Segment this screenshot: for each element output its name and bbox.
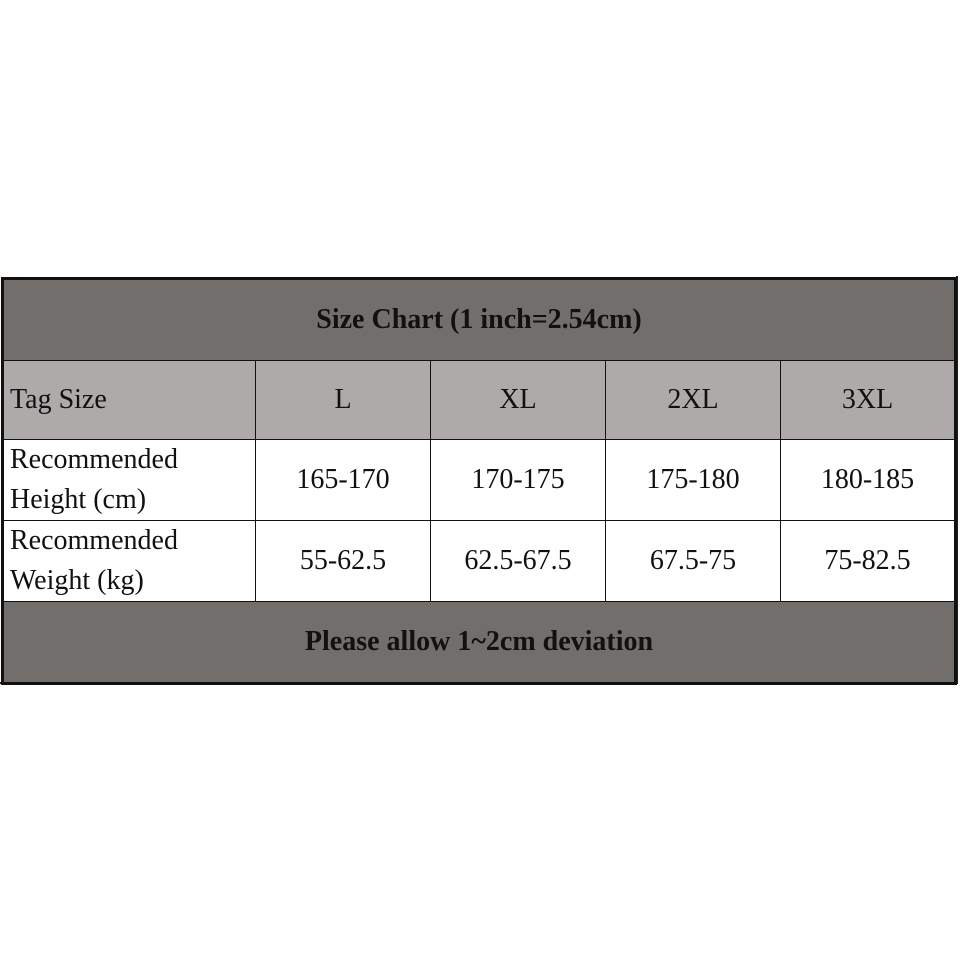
table-row: Recommended Weight (kg) 55-62.5 62.5-67.5…	[1, 520, 958, 602]
table-title: Size Chart (1 inch=2.54cm)	[0, 277, 958, 361]
footer-note: Please allow 1~2cm deviation	[0, 601, 958, 685]
table-cell: 175-180	[605, 439, 781, 521]
table-row: Recommended Height (cm) 165-170 170-175 1…	[1, 439, 958, 521]
table-cell: 170-175	[430, 439, 606, 521]
row-label-line: Height (cm)	[10, 484, 147, 515]
size-header: 2XL	[605, 360, 781, 440]
table-cell: 165-170	[255, 439, 431, 521]
footer-row: Please allow 1~2cm deviation	[0, 601, 958, 685]
row-label-line: Recommended	[10, 525, 178, 556]
size-header: XL	[430, 360, 606, 440]
row-label: Recommended Weight (kg)	[1, 520, 256, 602]
row-label-line: Weight (kg)	[10, 565, 144, 596]
row-label: Recommended Height (cm)	[1, 439, 256, 521]
table-cell: 62.5-67.5	[430, 520, 606, 602]
size-chart-table: Size Chart (1 inch=2.54cm) Tag Size L XL…	[0, 277, 958, 685]
header-row: Tag Size L XL 2XL 3XL	[1, 360, 958, 440]
tag-size-label: Tag Size	[1, 360, 256, 440]
table-cell: 180-185	[779, 439, 958, 521]
size-header: L	[255, 360, 431, 440]
row-label-line: Recommended	[10, 444, 178, 475]
table-cell: 67.5-75	[605, 520, 781, 602]
table-cell: 55-62.5	[255, 520, 431, 602]
table-cell: 75-82.5	[779, 520, 958, 602]
size-header: 3XL	[779, 360, 958, 440]
title-row: Size Chart (1 inch=2.54cm)	[0, 277, 958, 361]
